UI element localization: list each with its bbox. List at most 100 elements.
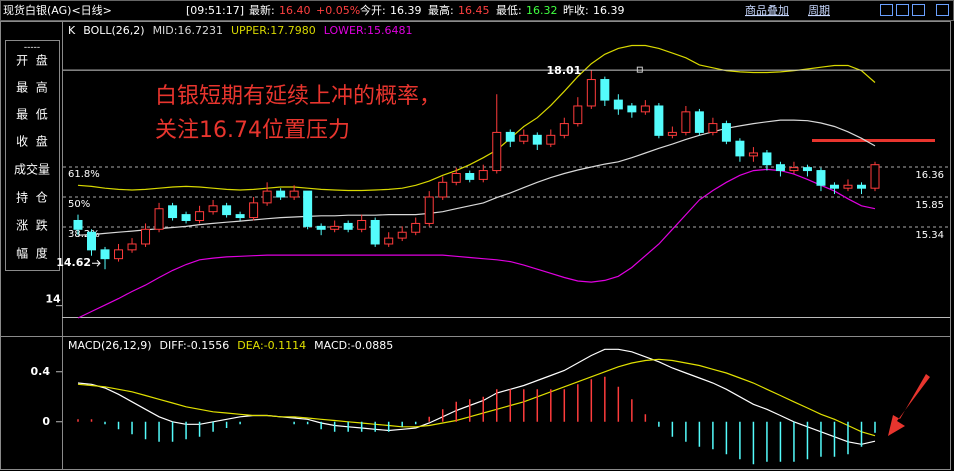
header-value: 16.40 — [279, 4, 311, 17]
candle-body — [856, 184, 866, 189]
side-label: 开 盘 — [16, 53, 48, 68]
candle-body — [384, 237, 394, 245]
side-label: 幅 度 — [16, 246, 48, 261]
candle-body — [276, 190, 286, 198]
low-arrow — [92, 259, 101, 267]
candle-body — [573, 105, 583, 125]
nav-button[interactable] — [896, 4, 909, 16]
candle-body — [519, 134, 529, 142]
side-label: 最 高 — [16, 80, 48, 95]
macd-line — [77, 348, 876, 445]
candle-body — [762, 152, 772, 166]
fib-ratio: 61.8% — [68, 169, 100, 180]
candle-body — [843, 184, 853, 189]
candle-body — [654, 105, 664, 136]
candle-body — [465, 173, 475, 180]
candle-body — [141, 228, 151, 245]
nav-button[interactable] — [880, 4, 893, 16]
legend-entry: LOWER:15.6481 — [324, 24, 413, 37]
overlay-link[interactable]: 商品叠加 — [745, 3, 789, 17]
period-link[interactable]: 周期 — [808, 4, 830, 17]
side-label: 涨 跌 — [16, 218, 48, 233]
candle-body — [546, 134, 556, 145]
candle-body — [181, 214, 191, 221]
window-buttons — [880, 4, 949, 16]
header-time: [09:51:17] — [186, 4, 244, 17]
candle-body — [262, 190, 272, 204]
close-button[interactable] — [936, 4, 949, 16]
candle-body — [73, 219, 83, 230]
candle-body — [613, 99, 623, 110]
nav-button[interactable] — [912, 4, 925, 16]
candle-body — [397, 231, 407, 239]
candle-body — [357, 219, 367, 230]
candle-body — [114, 249, 124, 260]
side-label: 持 仓 — [16, 190, 48, 205]
boll-line — [77, 168, 876, 319]
annotation: 关注16.74位置压力 — [155, 118, 350, 143]
boll-line — [77, 44, 876, 192]
candle-body — [316, 225, 326, 230]
y-tick-label: 0.4 — [31, 365, 51, 378]
candle-body — [438, 181, 448, 198]
candle-body — [100, 249, 110, 260]
fib-ratio: 50% — [68, 199, 90, 210]
candle-body — [532, 134, 542, 145]
header-label: 最新: — [249, 3, 275, 17]
pointer-arrow — [888, 374, 930, 436]
candle-body — [735, 140, 745, 157]
candle-body — [424, 196, 434, 224]
candle-body — [411, 222, 421, 233]
candle-body — [235, 214, 245, 219]
header-label: 最低: — [496, 4, 522, 17]
candle-body — [802, 167, 812, 172]
candle-body — [370, 219, 380, 245]
macd-line — [77, 358, 876, 437]
legend-entry: MACD(26,12,9) — [68, 339, 152, 352]
candle-body — [451, 173, 461, 183]
candle-body — [222, 205, 232, 216]
candle-body — [208, 205, 218, 213]
candle-body — [505, 131, 515, 142]
candle-body — [870, 164, 880, 189]
candle-body — [492, 131, 502, 172]
high-label: 18.01 — [547, 64, 582, 77]
side-label: 成交量 — [14, 162, 50, 177]
candle-body — [789, 167, 799, 172]
header-value: 16.45 — [458, 4, 490, 17]
legend-entry: UPPER:17.7980 — [231, 24, 316, 37]
candle-body — [249, 202, 259, 219]
y-tick-label: 14 — [45, 293, 61, 306]
candle-body — [559, 123, 569, 136]
legend-entry: MACD:-0.0885 — [314, 339, 393, 352]
fib-value: 16.36 — [915, 170, 944, 181]
candle-body — [681, 111, 691, 133]
side-label: ----- — [24, 43, 40, 53]
low-label: 14.62 — [56, 256, 91, 269]
candle-body — [127, 243, 137, 251]
header-value: +0.05% — [316, 4, 360, 17]
legend-entry: MID:16.7231 — [153, 24, 223, 37]
candle-body — [87, 231, 97, 251]
candle-body — [303, 190, 313, 227]
frame — [0, 21, 951, 470]
candle-body — [478, 170, 488, 180]
candle-body — [154, 208, 164, 230]
candle-body — [721, 123, 731, 142]
header-label: 最高: — [428, 3, 454, 17]
legend-entry: DEA:-0.1114 — [237, 339, 306, 352]
y-tick-label: 0 — [42, 415, 50, 428]
header-label: 昨收: — [563, 3, 589, 17]
high-marker — [636, 66, 643, 73]
candle-body — [694, 111, 704, 133]
candle-body — [343, 222, 353, 230]
header-value: 16.39 — [593, 4, 625, 17]
annotation: 白银短期有延续上冲的概率， — [155, 84, 441, 109]
candle-body — [829, 184, 839, 189]
candle-body — [330, 225, 340, 230]
candle-body — [195, 211, 205, 221]
candle-body — [168, 205, 178, 219]
legend-entry: BOLL(26,2) — [83, 24, 144, 37]
candle-body — [708, 123, 718, 133]
